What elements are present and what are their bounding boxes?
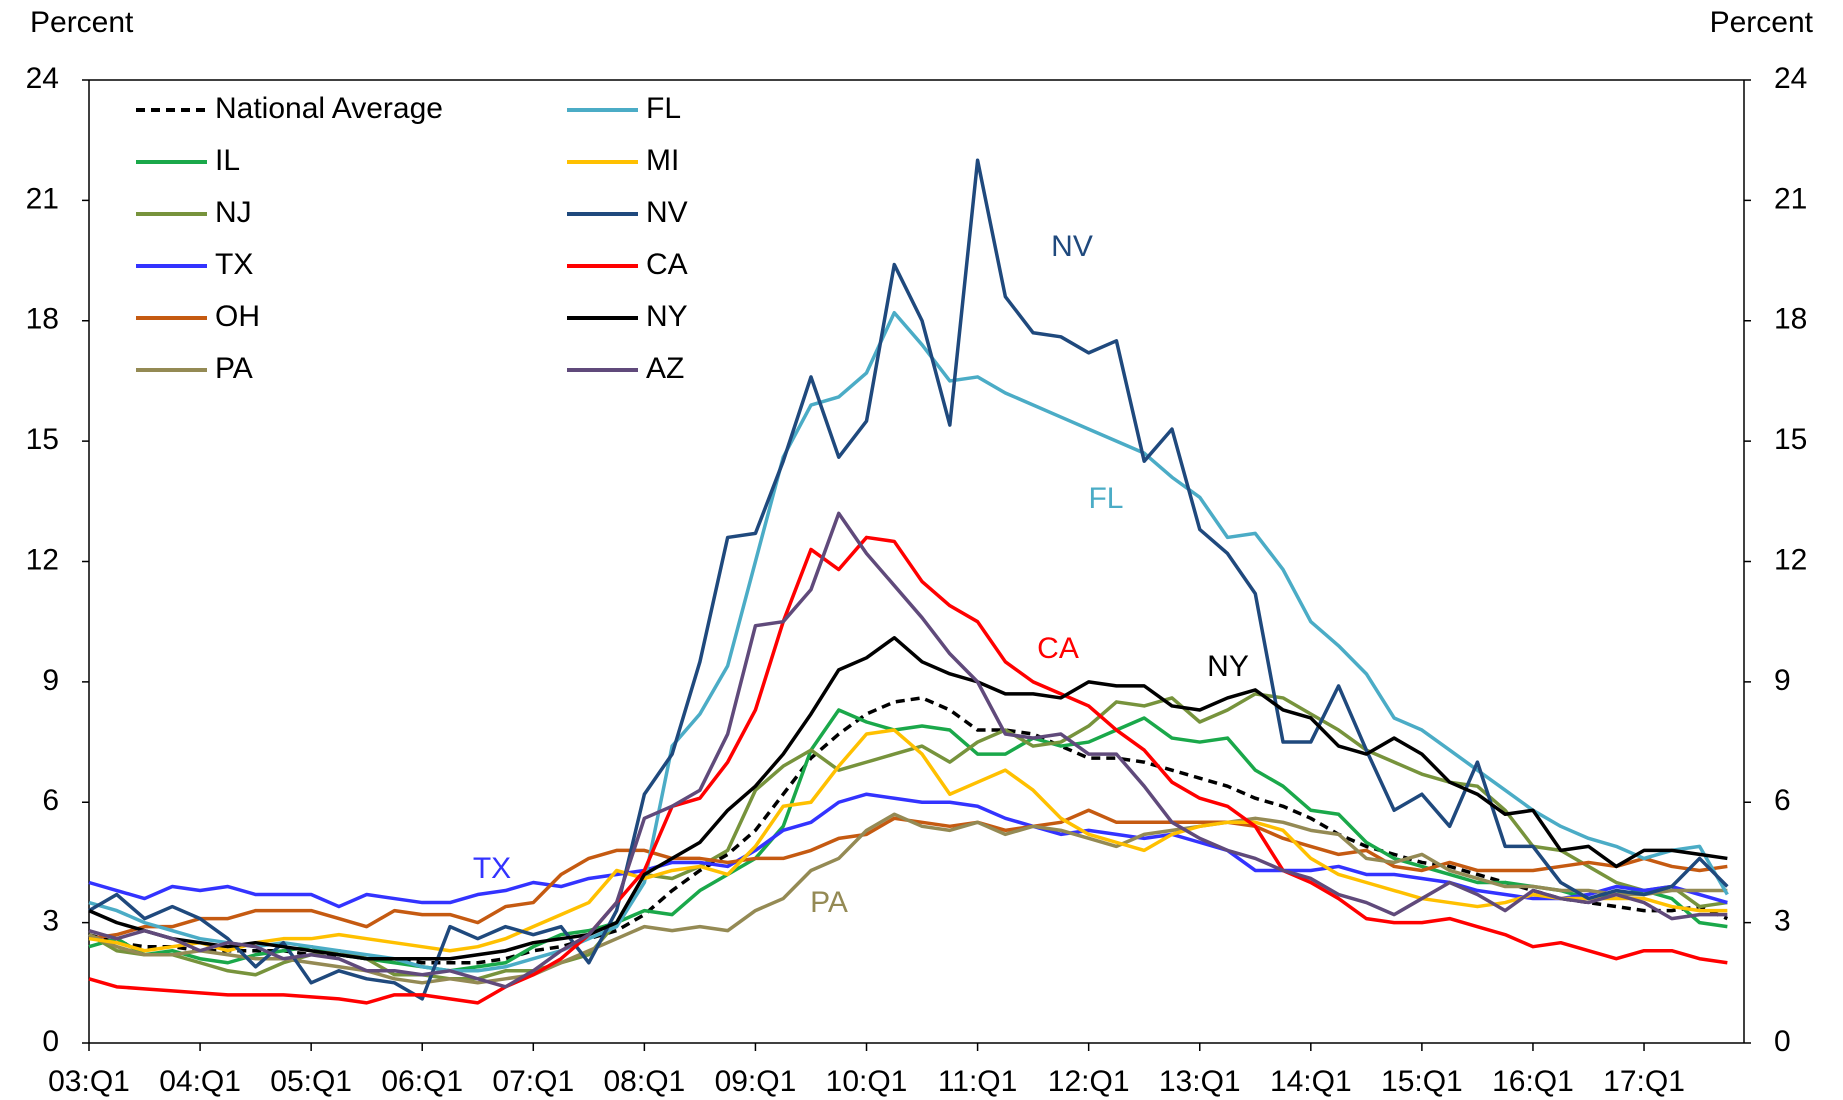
x-tick-label: 12:Q1 xyxy=(1048,1065,1130,1098)
y-tick-label: 18 xyxy=(26,303,59,336)
y-tick-label: 6 xyxy=(42,784,59,817)
y2-tick-label: 21 xyxy=(1774,182,1807,215)
series-line xyxy=(88,635,1728,961)
x-tick-label: 05:Q1 xyxy=(270,1065,352,1098)
y-tick-label: 0 xyxy=(42,1025,59,1058)
legend-label: NJ xyxy=(215,196,252,229)
x-tick-label: 03:Q1 xyxy=(48,1065,130,1098)
legend-label: CA xyxy=(646,248,688,281)
legend-label: AZ xyxy=(646,352,684,385)
legend-label: PA xyxy=(215,352,253,385)
series-line xyxy=(88,535,1728,1005)
x-tick-label: 15:Q1 xyxy=(1381,1065,1463,1098)
y2-tick-label: 24 xyxy=(1774,62,1807,95)
x-tick-label: 07:Q1 xyxy=(492,1065,574,1098)
x-tick-label: 13:Q1 xyxy=(1159,1065,1241,1098)
series-line xyxy=(88,310,1729,973)
series-line xyxy=(88,696,1729,965)
y2-tick-label: 18 xyxy=(1774,303,1807,336)
x-tick-label: 06:Q1 xyxy=(381,1065,463,1098)
legend-label: OH xyxy=(215,300,260,333)
y-tick-label: 12 xyxy=(26,543,59,576)
x-tick-label: 10:Q1 xyxy=(826,1065,908,1098)
x-tick-label: 17:Q1 xyxy=(1603,1065,1685,1098)
x-tick-label: 14:Q1 xyxy=(1270,1065,1352,1098)
y2-tick-label: 0 xyxy=(1774,1025,1791,1058)
legend-label: IL xyxy=(215,144,240,177)
y-tick-label: 9 xyxy=(42,664,59,697)
y2-tick-label: 12 xyxy=(1774,543,1807,576)
annotation: NV xyxy=(1051,230,1093,263)
legend-label: National Average xyxy=(215,92,443,125)
x-tick-label: 09:Q1 xyxy=(715,1065,797,1098)
series-line xyxy=(88,158,1729,1001)
legend-label: TX xyxy=(215,248,253,281)
y2-tick-label: 3 xyxy=(1774,905,1791,938)
x-tick-label: 04:Q1 xyxy=(159,1065,241,1098)
annotation: NY xyxy=(1207,650,1249,683)
y-tick-label: 15 xyxy=(26,423,59,456)
series-line xyxy=(88,511,1728,989)
y-tick-label: 3 xyxy=(42,905,59,938)
y-tick-label: 21 xyxy=(26,182,59,215)
legend-label: FL xyxy=(646,92,681,125)
annotation: PA xyxy=(810,886,848,919)
x-tick-label: 16:Q1 xyxy=(1492,1065,1574,1098)
annotation: FL xyxy=(1088,482,1123,515)
legend-label: MI xyxy=(646,144,679,177)
y-axis-label: Percent xyxy=(30,6,134,39)
y-tick-label: 24 xyxy=(26,62,59,95)
legend-label: NY xyxy=(646,300,688,333)
y2-axis-label: Percent xyxy=(1710,6,1814,39)
x-tick-label: 08:Q1 xyxy=(604,1065,686,1098)
y2-tick-label: 6 xyxy=(1774,784,1791,817)
annotation: CA xyxy=(1037,632,1079,665)
annotation: TX xyxy=(473,852,511,885)
y2-tick-label: 15 xyxy=(1774,423,1807,456)
x-tick-label: 11:Q1 xyxy=(938,1065,1018,1098)
series-line xyxy=(88,728,1728,953)
series-line xyxy=(88,792,1728,909)
legend-label: NV xyxy=(646,196,688,229)
y2-tick-label: 9 xyxy=(1774,664,1791,697)
